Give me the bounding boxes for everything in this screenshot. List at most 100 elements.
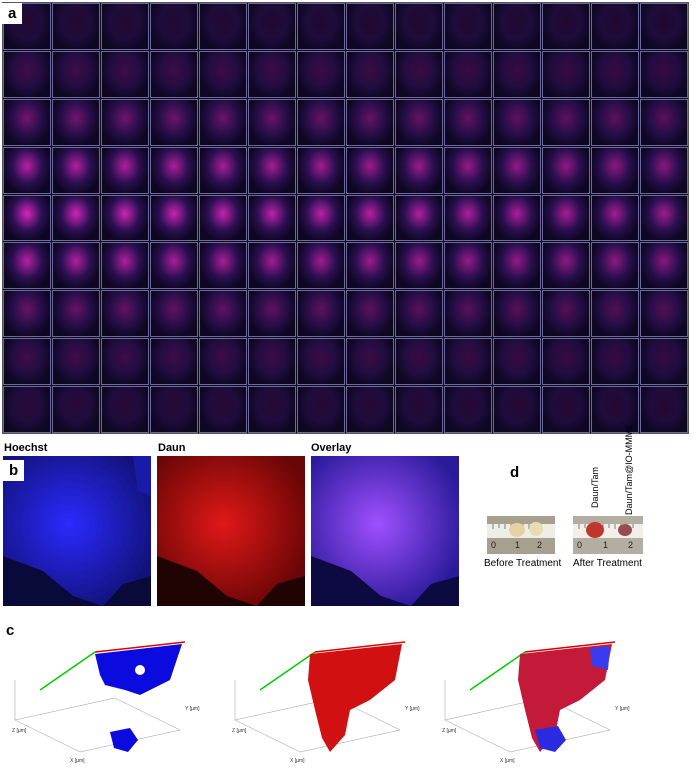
image-tile bbox=[150, 50, 198, 98]
image-tile bbox=[52, 194, 100, 242]
image-tile bbox=[248, 338, 296, 386]
image-tile bbox=[3, 98, 51, 146]
ruler-digit-2-after: 2 bbox=[628, 540, 633, 550]
image-tile bbox=[493, 98, 541, 146]
image-tile bbox=[297, 194, 345, 242]
image-tile bbox=[591, 50, 639, 98]
image-tile bbox=[297, 290, 345, 338]
image-tile bbox=[150, 146, 198, 194]
image-tile bbox=[297, 386, 345, 433]
image-tile bbox=[346, 50, 394, 98]
image-tile bbox=[150, 386, 198, 433]
image-tile bbox=[150, 194, 198, 242]
axis-label-y-daun: Y [µm] bbox=[405, 706, 420, 712]
image-tile bbox=[297, 3, 345, 50]
image-tile bbox=[542, 242, 590, 290]
image-tile bbox=[591, 3, 639, 50]
image-tile bbox=[52, 338, 100, 386]
image-tile bbox=[199, 242, 247, 290]
image-tile bbox=[591, 338, 639, 386]
image-tile bbox=[248, 98, 296, 146]
image-tile bbox=[3, 242, 51, 290]
image-tile bbox=[591, 242, 639, 290]
after-treatment-caption: After Treatment bbox=[573, 558, 642, 569]
after-treatment-photo: 0 1 2 bbox=[573, 516, 643, 554]
image-tile bbox=[346, 3, 394, 50]
volume-render-daun: Z [µm] X [µm] Y [µm] bbox=[232, 641, 420, 764]
image-tile bbox=[101, 338, 149, 386]
image-tile bbox=[297, 338, 345, 386]
image-tile bbox=[101, 50, 149, 98]
image-tile bbox=[199, 3, 247, 50]
image-tile bbox=[52, 146, 100, 194]
panel-label-d: d bbox=[504, 462, 526, 483]
panel-label-a: a bbox=[2, 3, 23, 24]
image-tile bbox=[297, 146, 345, 194]
image-tile bbox=[444, 98, 492, 146]
image-tile bbox=[640, 338, 688, 386]
image-tile bbox=[3, 50, 51, 98]
image-tile bbox=[248, 242, 296, 290]
image-tile bbox=[395, 50, 443, 98]
image-tile bbox=[542, 194, 590, 242]
image-tile bbox=[3, 194, 51, 242]
image-tile bbox=[395, 338, 443, 386]
image-tile bbox=[395, 98, 443, 146]
image-tile bbox=[542, 3, 590, 50]
image-tile bbox=[493, 386, 541, 433]
before-treatment-photo: 0 1 2 bbox=[487, 516, 555, 554]
image-tile bbox=[199, 386, 247, 433]
image-tile bbox=[493, 3, 541, 50]
image-tile bbox=[150, 242, 198, 290]
image-tile bbox=[3, 290, 51, 338]
image-tile bbox=[591, 290, 639, 338]
axis-label-x-overlay: X [µm] bbox=[500, 758, 515, 764]
image-tile bbox=[346, 338, 394, 386]
image-tile bbox=[640, 242, 688, 290]
image-tile bbox=[395, 3, 443, 50]
image-tile bbox=[346, 98, 394, 146]
image-tile bbox=[444, 242, 492, 290]
image-tile bbox=[395, 194, 443, 242]
image-tile bbox=[101, 386, 149, 433]
image-tile bbox=[248, 50, 296, 98]
image-tile bbox=[542, 146, 590, 194]
overlay-image bbox=[311, 456, 459, 606]
image-tile bbox=[640, 50, 688, 98]
image-tile bbox=[3, 146, 51, 194]
channel-title-hoechst: Hoechst bbox=[4, 442, 48, 454]
image-tile bbox=[395, 146, 443, 194]
image-tile bbox=[199, 98, 247, 146]
axis-label-z-overlay: Z [µm] bbox=[442, 728, 457, 734]
image-tile bbox=[640, 386, 688, 433]
panel-label-b: b bbox=[3, 460, 25, 481]
image-tile bbox=[493, 50, 541, 98]
image-tile bbox=[591, 98, 639, 146]
image-tile-grid bbox=[2, 2, 689, 434]
image-tile bbox=[52, 3, 100, 50]
image-tile bbox=[101, 290, 149, 338]
image-tile bbox=[248, 3, 296, 50]
axis-label-z-daun: Z [µm] bbox=[232, 728, 247, 734]
image-tile bbox=[493, 290, 541, 338]
image-tile bbox=[444, 386, 492, 433]
image-tile bbox=[248, 194, 296, 242]
axis-label-y-overlay: Y [µm] bbox=[615, 706, 630, 712]
image-tile bbox=[640, 290, 688, 338]
image-tile bbox=[52, 290, 100, 338]
image-tile bbox=[640, 194, 688, 242]
image-tile bbox=[493, 194, 541, 242]
image-tile bbox=[444, 290, 492, 338]
image-tile bbox=[493, 146, 541, 194]
before-treatment-caption: Before Treatment bbox=[484, 558, 562, 569]
image-tile bbox=[640, 3, 688, 50]
image-tile bbox=[591, 194, 639, 242]
image-tile bbox=[346, 146, 394, 194]
axis-label-x-hoechst: X [µm] bbox=[70, 758, 85, 764]
image-tile bbox=[199, 338, 247, 386]
image-tile bbox=[395, 386, 443, 433]
image-tile bbox=[444, 3, 492, 50]
image-tile bbox=[101, 242, 149, 290]
image-tile bbox=[150, 290, 198, 338]
hoechst-image bbox=[3, 456, 151, 606]
